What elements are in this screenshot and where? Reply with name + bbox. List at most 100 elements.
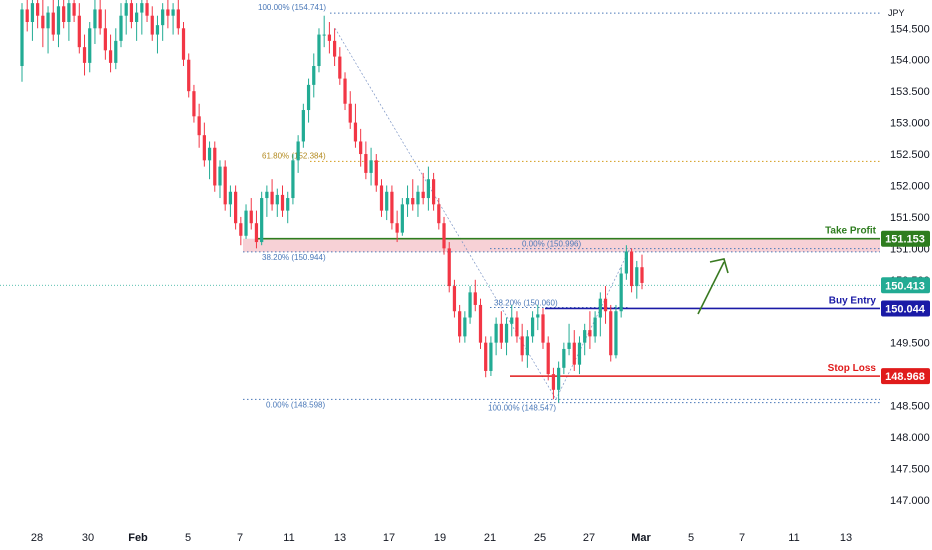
candle-body [583,330,587,343]
price-tick-label: 154.500 [890,23,930,35]
candle [176,0,180,35]
candle [640,254,644,290]
candle [416,185,420,217]
buy-entry-price-badge[interactable]: 150.044 [881,300,930,317]
candle [614,304,618,359]
price-axis[interactable]: 154.500 154.000 153.500 153.000 152.500 152.0… [881,23,930,507]
candle [155,15,160,54]
candle [442,216,446,255]
candle-body [411,198,415,205]
candle [291,154,295,205]
candle [390,185,394,230]
candle-body [421,191,425,199]
candle-body [56,6,61,35]
candle [551,367,556,400]
candle-body [494,323,498,343]
candle [98,0,102,35]
price-tick-label: 153.000 [890,118,930,130]
candle [192,84,196,123]
candle [239,216,243,246]
time-tick-label: 5 [688,532,694,544]
candle [244,204,248,239]
candle [327,22,332,54]
candle [499,311,503,349]
candle-body [286,198,290,211]
candle [635,260,639,299]
resistance-zone-layer [243,238,880,252]
candle-body [46,12,50,29]
candle [364,141,368,180]
candle-body [30,3,35,23]
arrow-shaft [697,261,725,315]
candle-body [374,160,378,186]
candle [82,34,87,76]
time-tick-label: 5 [185,532,191,544]
candle [213,141,217,192]
fib-label: 61.80% (152.384) [262,151,326,160]
candle-body [82,47,87,63]
candle [411,179,415,211]
take-profit-price-badge[interactable]: 151.153 [881,230,930,247]
candle [629,248,634,293]
current-price-badge-text: 150.413 [885,280,925,292]
price-tick-label: 149.500 [890,338,930,350]
candle-body [41,15,45,29]
candle [525,330,529,368]
candle [249,198,253,230]
fib-label: 0.00% (148.598) [266,400,325,409]
candle [150,6,154,41]
candle-body [98,9,102,29]
candle [161,3,165,41]
time-tick-label: 25 [534,532,546,544]
price-tick-label: 148.500 [890,401,930,413]
candle [562,342,566,375]
price-tick-label: 152.000 [890,180,930,192]
stop-loss-price-badge[interactable]: 148.968 [881,368,930,385]
candle-body [557,367,561,390]
arrow-head [709,258,729,274]
stop-loss-price-badge-text: 148.968 [885,371,925,383]
candle-body [218,166,222,186]
fib-label: 38.20% (150.944) [262,253,326,262]
candle [603,286,608,324]
candle-body [400,204,404,233]
time-axis[interactable]: 28 30 Feb 5 7 11 13 17 19 21 25 27 Mar 5 7 11 13 [31,532,852,544]
candle [530,311,535,343]
candle-body [525,336,529,356]
candle [51,0,55,41]
price-tick-label: 151.500 [890,212,930,224]
candle-body [614,311,618,356]
current-price-badge[interactable]: 150.413 [881,277,930,294]
candle-body [395,223,399,233]
candle [577,336,582,375]
stop-loss-label: Stop Loss [828,363,877,374]
candle-body [25,9,29,23]
candle-body [223,166,227,205]
candle [218,160,222,199]
candle-body [609,311,613,356]
candle [515,311,519,343]
candle [567,323,571,356]
candle [437,198,441,230]
candle [536,304,540,331]
candle [254,210,259,249]
current-price-badge-bg [881,277,930,294]
time-tick-label: 17 [383,532,395,544]
time-tick-label: 19 [434,532,446,544]
candle-body [213,147,217,186]
candle-body [484,342,488,371]
candle [93,0,97,45]
candle-body [364,154,368,173]
candle [510,304,514,337]
candle-body [353,122,358,142]
candle-body [192,91,196,117]
candle [400,198,404,236]
candle [30,0,35,41]
candle-body [108,50,113,63]
candle-body [478,304,483,343]
candle-body [114,40,118,63]
time-tick-label: 21 [484,532,496,544]
time-tick-label: Feb [128,532,148,544]
candle [546,336,550,381]
